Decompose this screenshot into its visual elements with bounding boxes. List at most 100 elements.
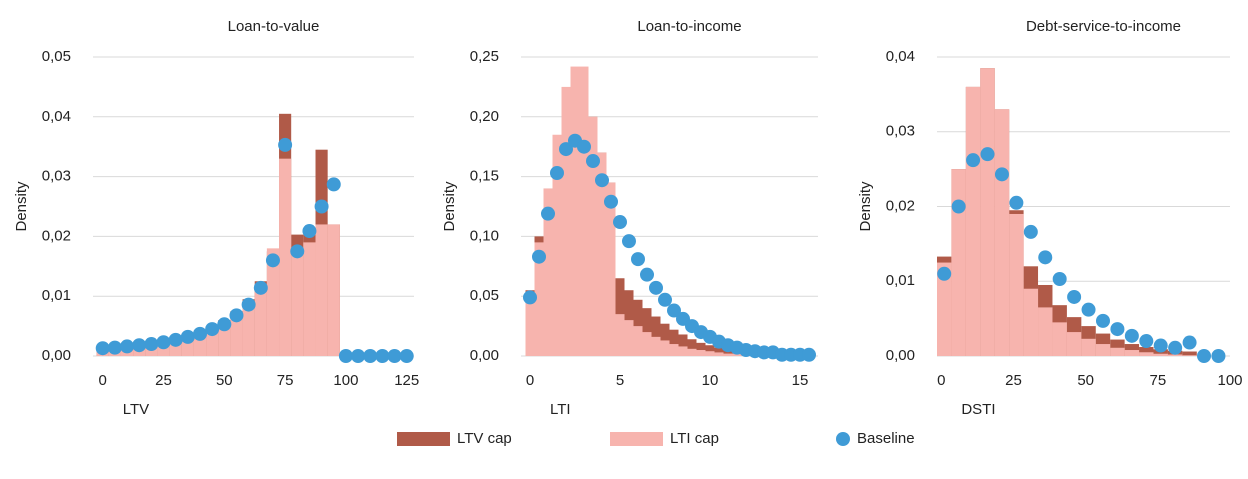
x-axis-label: LTI xyxy=(550,401,571,418)
bar xyxy=(1153,353,1168,356)
bar xyxy=(230,312,243,356)
dot xyxy=(667,303,681,318)
x-tick-label: 0 xyxy=(99,372,107,389)
dot xyxy=(1081,302,1096,317)
y-axis-label: Density xyxy=(441,181,458,232)
legend-swatch xyxy=(610,432,663,446)
bar xyxy=(1081,338,1096,356)
legend-label: LTI cap xyxy=(670,430,719,447)
x-tick-label: 25 xyxy=(155,372,172,389)
bar xyxy=(588,116,598,356)
bar xyxy=(980,68,995,357)
dot xyxy=(586,154,600,169)
bar xyxy=(291,251,304,356)
dot xyxy=(1197,349,1212,363)
y-tick-label: 0,00 xyxy=(886,347,915,364)
bar xyxy=(714,347,724,356)
x-tick-label: 0 xyxy=(526,372,534,389)
bar xyxy=(705,345,715,356)
dot xyxy=(120,339,135,354)
bar xyxy=(327,224,340,356)
dot xyxy=(631,252,645,267)
legend-label: Baseline xyxy=(857,430,915,447)
dot xyxy=(1182,335,1197,350)
dot xyxy=(205,322,220,337)
bar xyxy=(279,158,292,356)
dot xyxy=(1009,195,1024,210)
x-tick-label: 25 xyxy=(1005,372,1022,389)
dot xyxy=(278,137,293,152)
bar xyxy=(615,314,625,356)
dot xyxy=(290,244,305,259)
dot xyxy=(132,338,147,353)
y-tick-label: 0,04 xyxy=(42,108,71,125)
y-tick-label: 0,05 xyxy=(42,48,71,65)
legend-marker xyxy=(836,432,850,446)
dot xyxy=(156,335,171,350)
y-axis-label: Density xyxy=(13,181,30,232)
bar xyxy=(642,332,652,356)
dot xyxy=(363,349,378,363)
dot xyxy=(980,147,995,162)
x-tick-label: 0 xyxy=(937,372,945,389)
dot xyxy=(640,267,654,282)
dot xyxy=(966,153,981,168)
dot xyxy=(326,177,341,192)
y-axis-label: Density xyxy=(857,181,874,232)
dot xyxy=(532,249,546,264)
dot xyxy=(622,234,636,249)
dot xyxy=(951,199,966,214)
dot xyxy=(1139,334,1154,349)
dot xyxy=(994,167,1009,182)
dot xyxy=(1095,313,1110,328)
bar xyxy=(669,344,679,356)
dot xyxy=(168,332,183,347)
dot xyxy=(658,292,672,307)
y-tick-label: 0,02 xyxy=(886,197,915,214)
bar xyxy=(624,320,634,356)
bar xyxy=(669,329,679,356)
bar xyxy=(714,352,724,356)
dot xyxy=(387,349,402,363)
dot xyxy=(937,266,952,281)
bar xyxy=(254,284,267,356)
dot xyxy=(649,280,663,295)
dot xyxy=(613,215,627,230)
legend-swatch xyxy=(397,432,450,446)
bar xyxy=(579,66,589,357)
dot xyxy=(253,280,268,295)
dot xyxy=(523,290,537,305)
y-tick-label: 0,00 xyxy=(42,347,71,364)
bar xyxy=(705,351,715,356)
chart-title: Debt-service-to-income xyxy=(1026,18,1181,35)
bar xyxy=(651,316,661,356)
dot xyxy=(802,347,816,362)
x-tick-label: 75 xyxy=(1149,372,1166,389)
bar xyxy=(678,334,688,356)
bar xyxy=(534,242,544,356)
bar xyxy=(633,326,643,356)
bar xyxy=(723,350,733,356)
y-tick-label: 0,20 xyxy=(470,108,499,125)
bar xyxy=(242,302,255,356)
bar xyxy=(732,353,742,356)
y-tick-label: 0,10 xyxy=(470,227,499,244)
dot xyxy=(559,142,573,157)
dot xyxy=(1124,328,1139,343)
x-axis-label: DSTI xyxy=(961,401,995,418)
x-tick-label: 100 xyxy=(333,372,358,389)
bar xyxy=(687,348,697,356)
bar xyxy=(543,188,553,356)
dot xyxy=(302,224,317,239)
bar xyxy=(1153,349,1168,356)
dot xyxy=(193,326,207,341)
bar xyxy=(570,66,580,357)
dot xyxy=(265,253,280,268)
dot xyxy=(399,349,414,363)
dot xyxy=(180,329,195,344)
dot xyxy=(1067,289,1082,304)
bar xyxy=(597,152,607,356)
y-tick-label: 0,25 xyxy=(470,48,499,65)
bar xyxy=(525,302,535,356)
